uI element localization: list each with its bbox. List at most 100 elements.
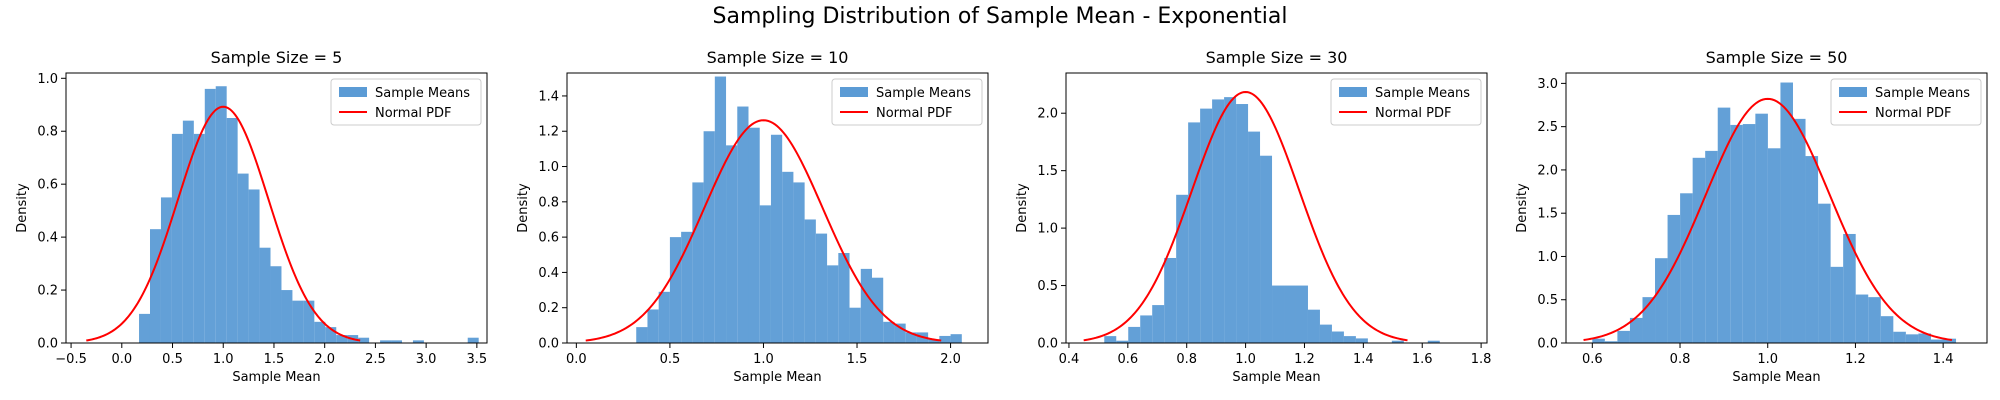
- legend-swatch-sample-means: [1339, 87, 1367, 97]
- x-tick-label: 1.2: [1845, 352, 1866, 367]
- histogram-bar: [467, 337, 479, 343]
- subplot-title: Sample Size = 50: [1706, 48, 1848, 67]
- x-axis-label: Sample Mean: [232, 370, 320, 385]
- histogram-bar: [1140, 315, 1153, 343]
- histogram-bar: [259, 247, 271, 343]
- x-tick-label: 2.0: [940, 352, 961, 367]
- legend-label-sample-means: Sample Means: [876, 86, 971, 101]
- histogram-bar: [1152, 305, 1165, 343]
- x-tick-label: 1.6: [1412, 352, 1433, 367]
- histogram-bar: [692, 182, 704, 343]
- x-tick-label: 1.0: [213, 352, 234, 367]
- histogram-bar: [1272, 285, 1285, 343]
- legend-swatch-sample-means: [339, 87, 367, 97]
- histogram-bar: [1236, 104, 1249, 344]
- normal-pdf-line: [1583, 97, 1953, 342]
- x-tick-label: 1.0: [753, 352, 774, 367]
- histogram-bar: [412, 340, 424, 343]
- y-tick-label: 1.4: [538, 89, 559, 104]
- histogram-bar: [737, 106, 749, 343]
- axes-frame: [1565, 72, 1988, 344]
- histogram-bar: [1104, 336, 1117, 343]
- histogram-bar: [1705, 150, 1718, 343]
- x-axis-label: Sample Mean: [1232, 370, 1320, 385]
- histogram-bar: [303, 300, 315, 343]
- x-tick-label: 1.5: [847, 352, 868, 367]
- histogram-bar: [1943, 338, 1957, 343]
- histogram-bar: [1224, 97, 1237, 344]
- y-tick-label: 2.5: [1537, 120, 1558, 135]
- legend-label-normal-pdf: Normal PDF: [876, 106, 953, 121]
- y-tick-label: 1.0: [1037, 222, 1058, 237]
- histogram-bar: [1592, 338, 1605, 343]
- legend-box: [1330, 78, 1482, 126]
- y-tick-label: 1.0: [1537, 250, 1558, 265]
- normal-pdf-line: [86, 105, 361, 342]
- histogram-bar: [1200, 108, 1213, 343]
- x-tick-label: 0.8: [1176, 352, 1197, 367]
- histogram-bar: [1755, 113, 1768, 343]
- y-tick-label: 0.5: [1037, 279, 1058, 294]
- legend-box: [330, 78, 482, 126]
- y-tick-label: 1.0: [37, 72, 58, 87]
- histogram-bar: [1918, 333, 1931, 343]
- y-axis-label: Density: [1515, 183, 1530, 233]
- subplot-2: 0.0 0.5 1.0 1.5 2.0 0.0 0.2 0.4 0.6 0.8 1.0 1.2 1.4 S…: [516, 48, 989, 385]
- axes-frame: [65, 72, 488, 344]
- legend: Sample Means Normal PDF: [330, 78, 482, 126]
- histogram-bar: [149, 229, 161, 343]
- subplot-1: −0.5 0.0 0.5 1.0 1.5 2.0 2.5 3.0 3.50.00.20.40.6…: [15, 48, 488, 385]
- histogram-bar: [793, 182, 805, 343]
- histogram-bar: [939, 335, 951, 343]
- histogram-bar: [1680, 193, 1693, 343]
- x-tick-label: 0.0: [111, 352, 132, 367]
- histogram-bar: [226, 118, 238, 343]
- histogram-bar: [204, 88, 216, 343]
- y-axis-label: Density: [15, 183, 30, 233]
- histogram-bar: [1843, 233, 1856, 343]
- histogram-bar: [1830, 266, 1844, 343]
- histogram-bar: [714, 76, 727, 343]
- histogram-bar: [1295, 285, 1308, 343]
- histogram-bar: [1604, 341, 1618, 343]
- histogram-bar: [1905, 334, 1919, 343]
- legend-label-sample-means: Sample Means: [1375, 86, 1470, 101]
- axes-frame: [1065, 72, 1488, 344]
- y-tick-label: 3.0: [1537, 77, 1558, 92]
- histogram-bar: [1319, 324, 1332, 343]
- y-tick-label: 0.0: [1537, 337, 1558, 352]
- histogram-bar: [1893, 331, 1906, 343]
- histogram-bar: [1212, 99, 1225, 343]
- histogram-bar: [1128, 326, 1141, 343]
- legend-swatch-sample-means: [1839, 87, 1867, 97]
- y-tick-label: 0.4: [37, 231, 58, 246]
- subplot-3: 0.4 0.6 0.8 1.0 1.2 1.4 1.6 1.8 0.0 0.5 1.0 1.5 2.0 S…: [1015, 48, 1491, 385]
- y-tick-label: 0.8: [37, 125, 58, 140]
- histogram-bar: [391, 340, 402, 343]
- histogram-bar: [860, 268, 872, 343]
- histogram-bar: [1792, 118, 1806, 343]
- legend-box: [831, 78, 983, 126]
- histogram-bar: [1391, 340, 1404, 343]
- x-tick-label: 1.4: [1933, 352, 1954, 367]
- y-tick-label: 0.4: [538, 266, 559, 281]
- x-tick-label: 0.5: [660, 352, 681, 367]
- x-axis-label: Sample Mean: [1732, 370, 1820, 385]
- x-tick-label: 1.4: [1353, 352, 1374, 367]
- histogram-bar: [1343, 336, 1356, 343]
- histogram-bar: [325, 327, 337, 343]
- legend-box: [1830, 78, 1982, 126]
- x-tick-label: 0.0: [566, 352, 587, 367]
- legend-swatch-sample-means: [840, 87, 868, 97]
- histogram-bar: [336, 335, 348, 343]
- histogram-bar: [1667, 214, 1681, 343]
- x-tick-label: 1.0: [1235, 352, 1256, 367]
- histogram-bar: [1176, 194, 1189, 343]
- histogram-bar: [950, 334, 962, 343]
- histogram-bar: [1248, 131, 1261, 343]
- legend-label-normal-pdf: Normal PDF: [375, 106, 452, 121]
- histogram-bar: [1188, 122, 1201, 343]
- histogram-bar: [827, 265, 839, 343]
- histogram-bar: [1629, 317, 1643, 343]
- histogram-bar: [905, 332, 917, 343]
